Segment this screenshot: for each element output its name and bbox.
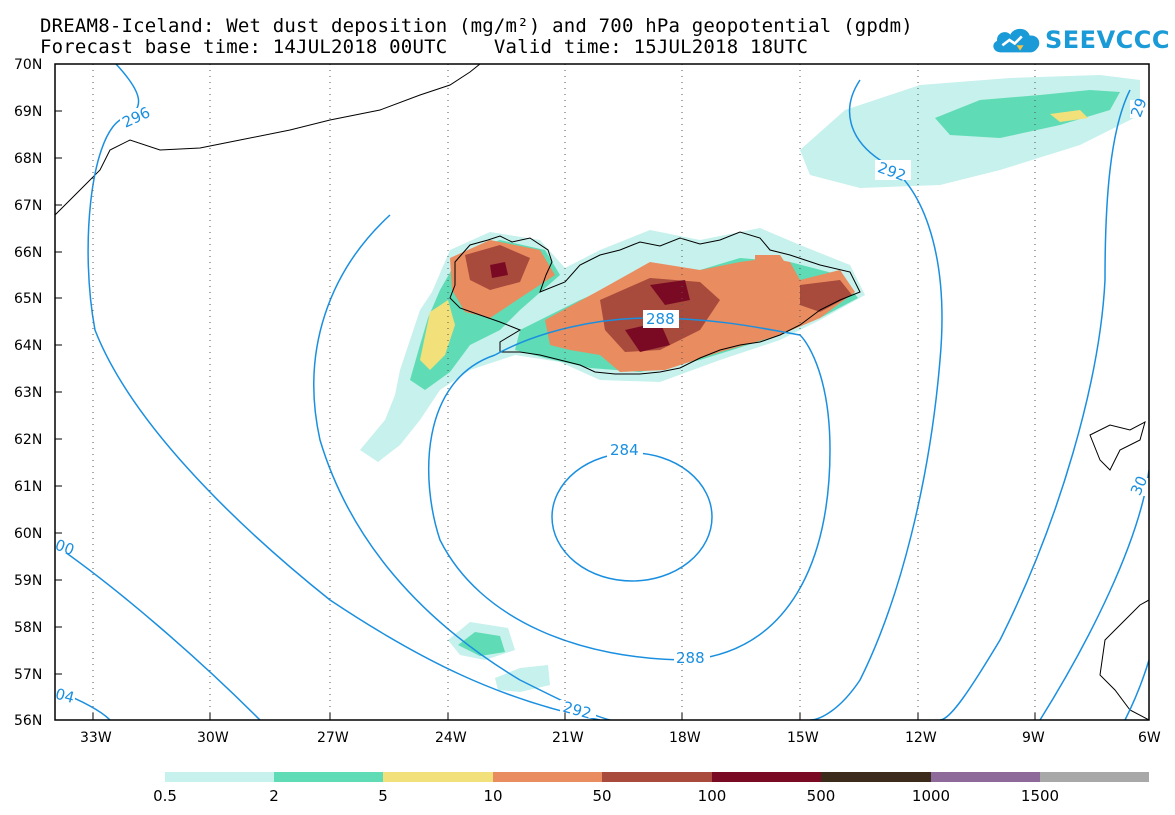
contour-label-288-south: 288 (676, 649, 705, 667)
lon-label: 12W (905, 730, 937, 746)
greenland-coastline (55, 64, 481, 216)
iceland-coastline (449, 231, 861, 375)
norway-coastline (1099, 599, 1149, 720)
lon-label: 30W (197, 730, 229, 746)
legend-box (712, 772, 821, 782)
contour-labels: 296 292 288 284 288 292 300 304 29 30 (44, 96, 1151, 723)
logo-text: SEEVCCC (1045, 26, 1170, 54)
contour-label-29x: 29 (1127, 96, 1150, 120)
contour-label-304: 304 (44, 682, 76, 707)
legend-box (165, 772, 274, 782)
legend-label: 2 (269, 787, 279, 805)
lat-label: 61N (14, 479, 42, 495)
faroe-coastline (1089, 421, 1146, 471)
legend-box (383, 772, 493, 782)
legend-label: 500 (806, 787, 836, 805)
lat-labels: 70N 69N 68N 67N 66N 65N 64N 63N 62N 61N … (14, 57, 42, 729)
legend-label: 1500 (1020, 787, 1060, 805)
cloud-icon (993, 28, 1040, 53)
legend-box (1040, 772, 1149, 782)
lat-label: 63N (14, 385, 42, 401)
contour-label-296: 296 (119, 103, 153, 131)
lat-label: 60N (14, 526, 42, 542)
lon-label: 15W (787, 730, 819, 746)
lon-label: 21W (552, 730, 584, 746)
legend-box (274, 772, 383, 782)
lon-label: 24W (435, 730, 467, 746)
lat-label: 56N (14, 713, 42, 729)
legend-box (602, 772, 712, 782)
lat-label: 65N (14, 291, 42, 307)
legend-label: 50 (592, 787, 612, 805)
legend-label: 0.5 (153, 787, 177, 805)
lat-label: 67N (14, 198, 42, 214)
legend-box (821, 772, 931, 782)
lon-label: 9W (1022, 730, 1045, 746)
lat-label: 68N (14, 151, 42, 167)
seevccc-logo: SEEVCCC (990, 20, 1170, 60)
chart-title: DREAM8-Iceland: Wet dust deposition (mg/… (40, 15, 913, 37)
legend-label: 5 (378, 787, 388, 805)
contour-label-288-iceland: 288 (646, 310, 675, 328)
legend-label: 100 (697, 787, 727, 805)
contour-label-30x: 30 (1127, 473, 1151, 498)
contour-label-292-south: 292 (561, 698, 593, 723)
lon-label: 27W (317, 730, 349, 746)
lat-label: 62N (14, 432, 42, 448)
legend-label: 10 (483, 787, 503, 805)
lon-label: 6W (1138, 730, 1161, 746)
lat-label: 64N (14, 338, 42, 354)
legend-label: 1000 (911, 787, 951, 805)
legend-box (493, 772, 602, 782)
lon-labels: 33W 30W 27W 24W 21W 18W 15W 12W 9W 6W (80, 730, 1161, 746)
contour-label-284: 284 (610, 441, 639, 459)
graticule (92, 64, 1036, 720)
legend-box (931, 772, 1040, 782)
lon-label: 33W (80, 730, 112, 746)
lon-label: 18W (669, 730, 701, 746)
axis-ticks (55, 63, 1036, 720)
lat-label: 69N (14, 104, 42, 120)
chart-subtitle: Forecast base time: 14JUL2018 00UTC Vali… (40, 36, 809, 58)
lat-label: 57N (14, 667, 42, 683)
lat-label: 66N (14, 245, 42, 261)
dust-shading (360, 75, 1140, 692)
lat-label: 58N (14, 620, 42, 636)
lat-label: 70N (14, 57, 42, 73)
lat-label: 59N (14, 573, 42, 589)
